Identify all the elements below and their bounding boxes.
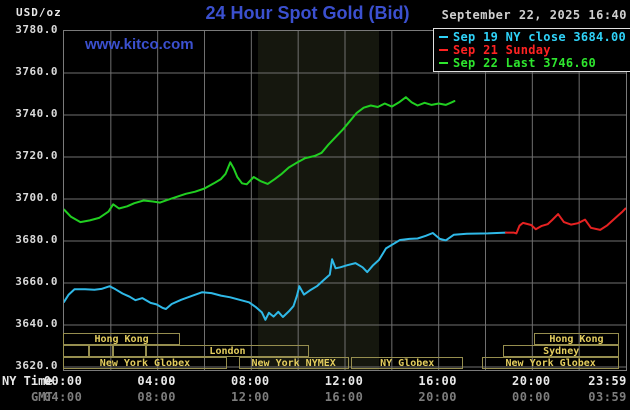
legend-dash-icon: [439, 61, 448, 64]
ny-time-axis-caption: NY Time: [2, 374, 53, 388]
legend-item: Sep 22 Last 3746.60: [439, 55, 630, 70]
y-tick-label: 3700.0: [15, 191, 58, 204]
legend-label: Sep 22 Last 3746.60: [453, 55, 596, 70]
price-lines-svg: [64, 31, 626, 370]
x-tick-gmt-label: 16:00: [324, 390, 364, 404]
session-box-ny-globex: NY Globex: [351, 357, 464, 369]
y-tick-label: 3760.0: [15, 65, 58, 78]
session-box-hong-kong: Hong Kong: [533, 333, 620, 345]
y-tick-label: 3640.0: [15, 317, 58, 330]
nymex-session-band: [258, 31, 379, 370]
legend-item: Sep 19 NY close 3684.00: [439, 29, 630, 44]
x-tick-gmt-label: 04:00: [43, 390, 83, 404]
gmt-axis-caption: GMT: [31, 390, 53, 404]
x-tick-gmt-label: 00:00: [512, 390, 551, 404]
session-box: [113, 345, 147, 357]
session-box: [88, 345, 114, 357]
x-tick-ny-label: 16:00: [418, 374, 457, 388]
x-tick-gmt-label: 03:59: [588, 390, 627, 404]
session-box-new-york-globex: New York Globex: [63, 357, 227, 369]
legend-dash-icon: [439, 35, 448, 38]
legend-item: Sep 21 Sunday: [439, 42, 630, 57]
session-box-sydney: Sydney: [503, 345, 620, 357]
y-tick-label: 3680.0: [15, 233, 58, 246]
legend-label: Sep 21 Sunday: [453, 42, 551, 57]
y-tick-label: 3780.0: [15, 23, 58, 36]
legend-box: Sep 19 NY close 3684.00 Sep 21 Sunday Sep …: [433, 28, 630, 72]
session-box-new-york-globex: New York Globex: [482, 357, 620, 369]
chart-title: 24 Hour Spot Gold (Bid): [205, 3, 410, 23]
session-box-london: London: [146, 345, 309, 357]
y-tick-label: 3720.0: [15, 149, 58, 162]
x-tick-gmt-label: 08:00: [137, 390, 176, 404]
chart-datetime: September 22, 2025 16:40: [441, 8, 627, 22]
session-box-new-york-nymex: New York NYMEX: [238, 357, 349, 369]
kitco-watermark-link[interactable]: www.kitco.com: [85, 36, 194, 53]
x-tick-ny-label: 04:00: [137, 374, 176, 388]
plot-area: [63, 30, 627, 371]
x-tick-ny-label: 12:00: [324, 374, 364, 388]
x-tick-ny-label: 20:00: [512, 374, 551, 388]
y-tick-label: 3740.0: [15, 107, 58, 120]
legend-dash-icon: [439, 48, 448, 51]
series-line-2: [64, 96, 456, 224]
series-line-1: [504, 207, 626, 235]
x-tick-ny-label: 23:59: [588, 374, 627, 388]
legend-label: Sep 19 NY close 3684.00: [453, 29, 627, 44]
session-box-hong-kong: Hong Kong: [63, 333, 181, 345]
session-box: [63, 345, 89, 357]
y-axis-unit-label: USD/oz: [16, 6, 62, 19]
x-tick-ny-label: 00:00: [43, 374, 83, 388]
y-tick-label: 3660.0: [15, 275, 58, 288]
x-tick-gmt-label: 12:00: [231, 390, 270, 404]
series-line-0: [64, 231, 507, 321]
x-tick-ny-label: 08:00: [231, 374, 270, 388]
y-tick-label: 3620.0: [15, 359, 58, 372]
x-tick-gmt-label: 20:00: [418, 390, 457, 404]
